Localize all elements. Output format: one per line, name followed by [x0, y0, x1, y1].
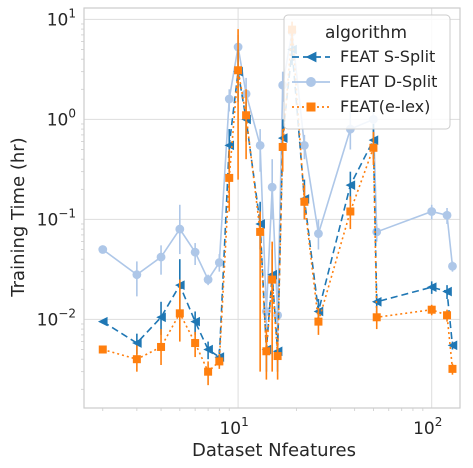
legend-entries: FEAT S-Split FEAT D-Split FEAT(e-lex): [292, 47, 437, 116]
legend-label: FEAT D-Split: [340, 72, 437, 91]
data-point: [448, 261, 457, 271]
y-tick-base: 10: [37, 210, 59, 230]
legend-marker: [306, 77, 316, 87]
data-point: [442, 210, 452, 220]
plot-frame: [83, 7, 461, 409]
data-point: [224, 94, 234, 104]
x-axis-title: Dataset Nfeatures: [192, 440, 356, 461]
x-tick-label: 101: [219, 415, 248, 439]
x-tick-label: 102: [413, 415, 442, 439]
data-point: [157, 342, 166, 351]
plot-area: [81, 7, 461, 411]
data-point: [268, 275, 277, 284]
x-tick-base: 10: [219, 419, 241, 439]
data-point: [448, 364, 457, 373]
y-tick-exponent: 1: [68, 6, 76, 20]
data-point: [267, 182, 277, 192]
y-tick-label: 100: [47, 106, 76, 130]
data-point: [372, 313, 381, 322]
data-point: [427, 305, 436, 314]
data-point: [98, 345, 107, 354]
y-tick-label: 10−1: [37, 206, 76, 230]
legend-entry-feat-s-split: FEAT S-Split: [292, 47, 435, 66]
data-point: [97, 316, 108, 327]
legend-label: FEAT S-Split: [340, 47, 435, 66]
legend-entry-feat-e-lex-: FEAT(e-lex): [292, 97, 430, 116]
data-point: [175, 224, 185, 234]
data-point: [300, 197, 309, 206]
data-point: [234, 66, 243, 75]
data-point: [314, 317, 323, 326]
y-tick-label: 101: [47, 6, 76, 30]
series-line: [102, 29, 454, 374]
data-point: [225, 173, 234, 182]
legend-marker: [306, 102, 316, 112]
series-feat-e-lex-: [98, 21, 457, 386]
data-point: [98, 245, 108, 254]
data-point: [442, 286, 452, 297]
data-point: [255, 140, 265, 150]
data-point: [369, 143, 378, 152]
data-point: [203, 275, 213, 285]
data-point: [242, 111, 251, 120]
x-tick-base: 10: [413, 419, 435, 439]
data-point: [191, 339, 200, 348]
data-point: [278, 142, 287, 151]
x-tick-exponent: 1: [241, 415, 249, 429]
y-tick-base: 10: [47, 10, 69, 30]
data-point: [346, 207, 355, 216]
y-tick-exponent: 0: [68, 106, 76, 120]
y-axis-title: Training Time (hr): [8, 137, 29, 297]
y-tick-base: 10: [37, 310, 59, 330]
data-point: [190, 247, 200, 257]
data-point: [190, 316, 200, 327]
y-tick-base: 10: [47, 110, 69, 130]
data-point: [427, 207, 437, 216]
legend-title: algorithm: [325, 23, 407, 43]
legend: algorithm FEAT S-Split FEAT D-Split FEAT(e…: [283, 14, 451, 130]
data-point: [443, 311, 452, 320]
legend-marker: [305, 51, 317, 63]
data-point: [132, 270, 142, 280]
data-point: [256, 227, 265, 236]
data-point: [314, 229, 323, 239]
data-point: [156, 312, 166, 323]
data-point: [214, 258, 224, 267]
data-point: [204, 367, 213, 376]
data-point: [345, 180, 356, 190]
data-point: [372, 227, 382, 237]
x-tick-exponent: 2: [435, 415, 443, 429]
y-tick-exponent: −1: [58, 206, 76, 220]
data-point: [203, 344, 213, 355]
data-point: [299, 140, 309, 150]
data-point: [132, 338, 142, 348]
legend-label: FEAT(e-lex): [340, 97, 430, 116]
legend-box: [283, 14, 451, 130]
data-point: [447, 340, 458, 351]
data-point: [215, 357, 224, 366]
legend-entry-feat-d-split: FEAT D-Split: [292, 72, 437, 91]
y-tick-label: 10−2: [37, 306, 76, 330]
data-point: [426, 282, 437, 292]
y-tick-exponent: −2: [58, 306, 76, 320]
data-point: [273, 352, 282, 361]
x-tick-labels: 101 102: [219, 415, 442, 439]
data-point: [156, 252, 166, 262]
data-point: [175, 309, 184, 318]
data-point: [262, 347, 271, 356]
data-point: [132, 355, 141, 364]
